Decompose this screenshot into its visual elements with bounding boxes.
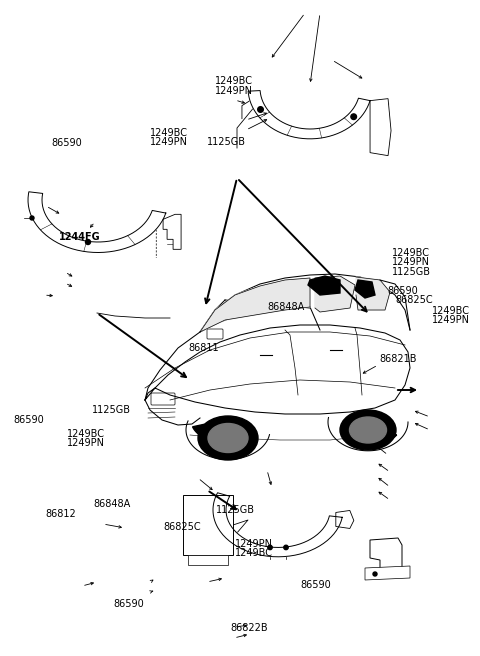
- Circle shape: [30, 216, 34, 220]
- Text: 86590: 86590: [387, 285, 418, 296]
- Text: 86590: 86590: [113, 598, 144, 609]
- Polygon shape: [355, 280, 375, 298]
- Text: 1249PN: 1249PN: [392, 257, 430, 268]
- Text: 86812: 86812: [46, 509, 76, 520]
- Ellipse shape: [340, 410, 396, 450]
- Polygon shape: [248, 91, 370, 139]
- Text: 1249BC: 1249BC: [150, 128, 188, 138]
- Circle shape: [351, 114, 357, 119]
- Ellipse shape: [198, 416, 258, 460]
- FancyBboxPatch shape: [207, 329, 223, 339]
- Text: 1125GB: 1125GB: [392, 267, 431, 277]
- Ellipse shape: [349, 417, 386, 443]
- Polygon shape: [188, 555, 228, 565]
- Text: 86590: 86590: [300, 580, 331, 590]
- Polygon shape: [336, 510, 354, 529]
- Text: 1249PN: 1249PN: [432, 315, 470, 325]
- Text: 1125GB: 1125GB: [207, 137, 246, 148]
- Text: 1249BC: 1249BC: [235, 548, 273, 558]
- Polygon shape: [353, 435, 396, 446]
- Polygon shape: [28, 192, 166, 253]
- Text: 86821B: 86821B: [379, 354, 417, 365]
- Text: 1249PN: 1249PN: [150, 137, 188, 148]
- Circle shape: [85, 239, 91, 245]
- Text: 1249BC: 1249BC: [67, 429, 105, 440]
- Circle shape: [268, 545, 272, 550]
- Text: 86825C: 86825C: [163, 522, 201, 533]
- Circle shape: [258, 107, 264, 112]
- Ellipse shape: [208, 424, 248, 453]
- Text: 1249BC: 1249BC: [392, 248, 430, 258]
- Text: 1125GB: 1125GB: [92, 405, 131, 415]
- Text: 1249BC: 1249BC: [215, 76, 253, 87]
- Polygon shape: [315, 276, 355, 312]
- Text: 86811: 86811: [189, 342, 219, 353]
- Polygon shape: [308, 276, 340, 295]
- Text: 1249PN: 1249PN: [235, 539, 273, 550]
- Polygon shape: [365, 566, 410, 580]
- Polygon shape: [192, 424, 218, 441]
- Polygon shape: [205, 444, 253, 455]
- Text: 86848A: 86848A: [268, 302, 305, 312]
- Text: 86825C: 86825C: [395, 295, 432, 306]
- Text: 86848A: 86848A: [94, 499, 131, 509]
- Text: 1249BC: 1249BC: [432, 306, 470, 316]
- FancyBboxPatch shape: [151, 393, 175, 405]
- Bar: [183, 495, 233, 555]
- Text: 86590: 86590: [52, 138, 83, 148]
- Circle shape: [284, 545, 288, 550]
- Text: 1249PN: 1249PN: [67, 438, 105, 449]
- Text: 1249PN: 1249PN: [215, 85, 253, 96]
- Circle shape: [373, 572, 377, 576]
- Text: 86822B: 86822B: [231, 623, 268, 634]
- Text: 86590: 86590: [13, 415, 44, 426]
- Text: 1244FG: 1244FG: [59, 232, 101, 243]
- Polygon shape: [200, 278, 310, 332]
- Text: 1125GB: 1125GB: [216, 505, 255, 516]
- Polygon shape: [163, 215, 181, 249]
- Polygon shape: [356, 277, 390, 310]
- Polygon shape: [213, 493, 342, 557]
- Polygon shape: [370, 538, 402, 572]
- Polygon shape: [370, 98, 391, 155]
